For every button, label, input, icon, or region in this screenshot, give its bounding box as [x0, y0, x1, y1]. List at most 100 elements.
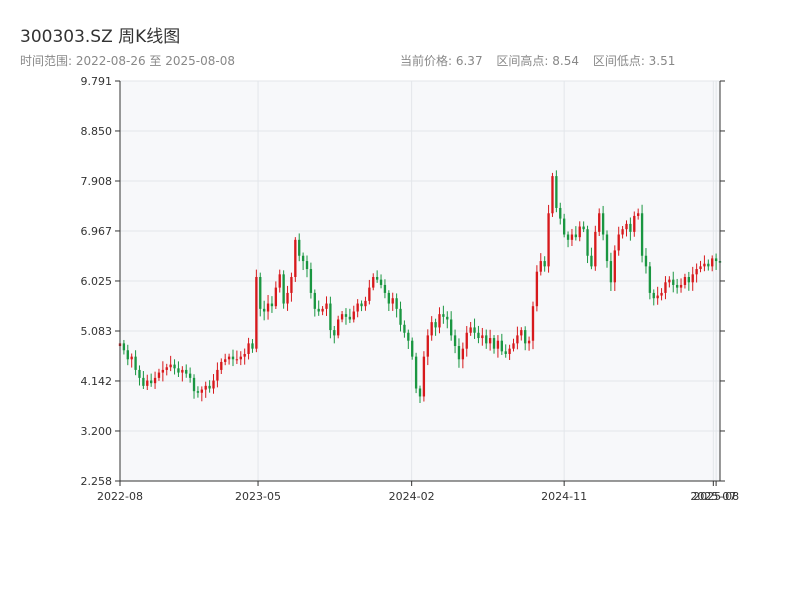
- candle-body: [504, 351, 507, 354]
- candle: [333, 325, 336, 344]
- candle: [414, 352, 418, 394]
- candle: [660, 288, 663, 301]
- candle: [251, 339, 254, 353]
- candle-body: [278, 274, 281, 288]
- candle: [547, 204, 550, 273]
- candle-body: [570, 234, 574, 240]
- candle: [294, 237, 297, 282]
- candle: [555, 170, 558, 213]
- candle-body: [461, 348, 465, 360]
- candle-body: [142, 377, 145, 386]
- candle-body: [648, 266, 652, 293]
- candle: [679, 278, 683, 293]
- range-high-label: 区间高点: 8.54: [496, 54, 579, 68]
- candle-body: [321, 308, 324, 312]
- candle: [633, 211, 636, 237]
- candle: [403, 320, 406, 338]
- candle-body: [220, 361, 223, 370]
- candle: [216, 362, 219, 388]
- candle: [270, 296, 274, 313]
- candle-body: [621, 229, 624, 235]
- candle-body: [329, 303, 332, 331]
- candle-body: [247, 343, 250, 354]
- candle-body: [613, 250, 616, 283]
- candle: [247, 337, 250, 360]
- candle-body: [348, 316, 352, 320]
- candle: [714, 253, 718, 270]
- candle: [453, 329, 457, 354]
- candle: [407, 329, 410, 349]
- candle: [146, 374, 149, 390]
- candle: [477, 325, 480, 344]
- candle: [383, 279, 387, 299]
- candle-body: [173, 364, 176, 369]
- candle: [668, 276, 671, 288]
- y-tick-label: 6.025: [81, 275, 113, 288]
- candle-body: [582, 226, 585, 230]
- candle: [286, 285, 289, 311]
- candle: [469, 321, 472, 336]
- candle-body: [383, 284, 387, 293]
- candle: [648, 261, 652, 300]
- candle: [644, 248, 648, 274]
- candle: [360, 300, 363, 312]
- candle: [543, 256, 546, 272]
- candle-body: [333, 330, 336, 336]
- candle: [227, 353, 231, 365]
- candle: [122, 339, 126, 355]
- candle: [317, 300, 320, 316]
- candle-body: [235, 359, 239, 361]
- candle: [605, 230, 609, 268]
- candle-body: [668, 279, 671, 283]
- candle-body: [547, 213, 550, 267]
- candle: [165, 363, 168, 376]
- candle: [695, 263, 698, 283]
- candle-body: [192, 377, 196, 392]
- candle: [231, 349, 235, 367]
- candle-body: [157, 372, 161, 378]
- candle-body: [598, 213, 601, 232]
- candle: [520, 327, 523, 341]
- candle: [200, 386, 203, 402]
- candle: [461, 342, 465, 369]
- candle-body: [434, 322, 437, 328]
- candle: [379, 274, 383, 289]
- candle: [305, 255, 309, 278]
- candle: [442, 305, 445, 324]
- candle-body: [181, 369, 184, 373]
- candle: [609, 252, 613, 291]
- x-tick-label: 2025-07: [690, 490, 736, 503]
- candle: [629, 217, 632, 241]
- candle-body: [664, 282, 667, 293]
- candle: [157, 368, 161, 381]
- candle: [430, 316, 433, 341]
- range-low-label: 区间低点: 3.51: [592, 54, 676, 68]
- candle: [177, 361, 180, 378]
- candle: [134, 350, 137, 376]
- candle-body: [153, 377, 157, 384]
- candle-body: [309, 269, 313, 293]
- candle-body: [422, 356, 426, 397]
- candle: [290, 272, 293, 302]
- candle-body: [126, 350, 129, 360]
- candle: [150, 373, 153, 387]
- candle-body: [508, 348, 511, 354]
- candle-body: [438, 314, 441, 328]
- candle-body: [391, 298, 394, 304]
- candle: [473, 318, 476, 339]
- candle: [126, 344, 129, 366]
- candle: [274, 281, 278, 310]
- candle-body: [259, 276, 262, 309]
- candle-body: [609, 261, 613, 283]
- candle-body: [644, 255, 648, 267]
- candle-body: [375, 276, 379, 280]
- candle: [496, 335, 500, 358]
- candle: [707, 259, 710, 271]
- candle-body: [496, 340, 500, 349]
- candle: [578, 221, 581, 242]
- candle: [527, 336, 531, 351]
- candle: [185, 364, 188, 378]
- candle: [539, 253, 542, 276]
- candle: [212, 374, 215, 394]
- candle: [450, 311, 453, 341]
